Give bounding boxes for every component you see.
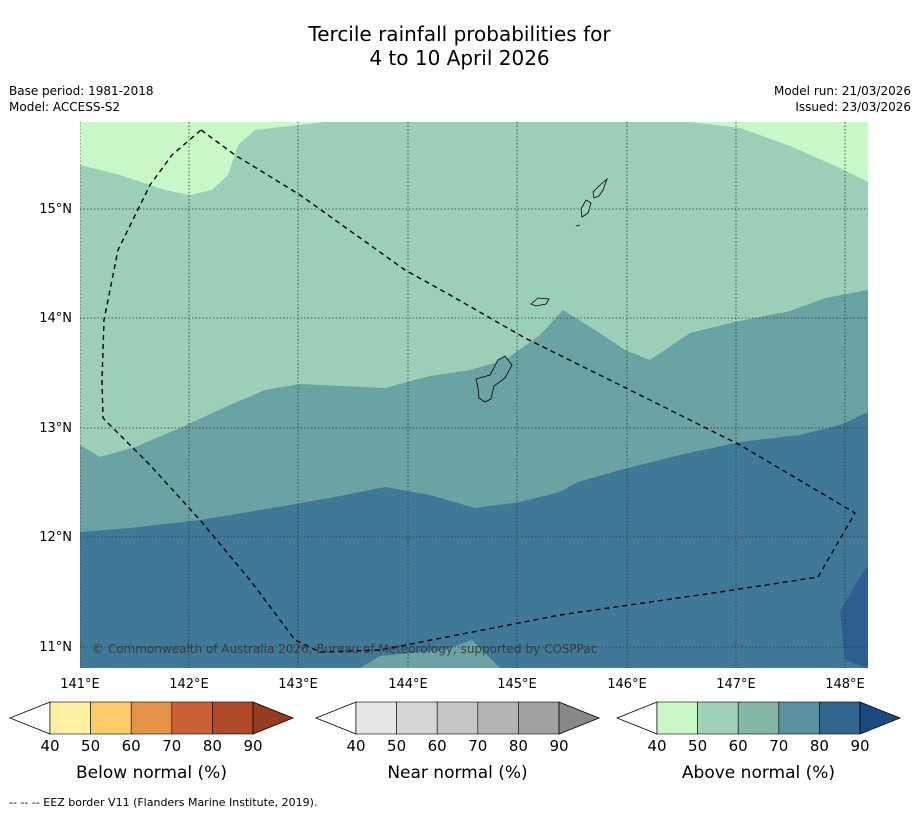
lon-label-147: 147°E [716,677,756,692]
lon-label-144: 144°E [388,677,428,692]
base-period-text: Base period: 1981-2018 [9,84,154,98]
island-guam [475,355,513,403]
colorbar-tick-50: 50 [81,737,100,755]
zone-above-80-90 [840,565,868,668]
colorbar-tick-90: 90 [549,737,568,755]
colorbar-extend-low [8,701,51,735]
colorbar-extend-low [615,701,658,735]
colorbar-label: Above normal (%) [682,763,835,783]
colorbar-extend-high [859,701,902,735]
zone-above-40-50-northeast [690,122,868,182]
graticule [80,122,868,668]
colorbar-tick-70: 70 [468,737,487,755]
longitude-labels: 141°E 142°E 143°E 144°E 145°E 146°E 147°… [60,677,865,692]
meta-right: Model run: 21/03/2026 Issued: 23/03/2026 [774,83,911,115]
eez-footnote: -- -- -- EEZ border V11 (Flanders Marine… [9,796,318,809]
map-title: Tercile rainfall probabilities for 4 to … [0,22,919,70]
colorbar-tick-90: 90 [243,737,262,755]
lon-label-143: 143°E [278,677,318,692]
colorbar-tick-60: 60 [428,737,447,755]
colorbar-tick-70: 70 [162,737,181,755]
colorbar-segment-80-90 [518,701,560,735]
meta-left: Base period: 1981-2018 Model: ACCESS-S2 [9,83,154,115]
copyright-notice: © Commonwealth of Australia 2026, Bureau… [92,642,597,656]
lon-label-145: 145°E [497,677,537,692]
lat-label-12: 12°N [39,530,72,545]
colorbar-tick-40: 40 [647,737,666,755]
colorbar-tick-80: 80 [509,737,528,755]
colorbar-extend-high [252,701,295,735]
colorbar-tick-60: 60 [729,737,748,755]
lat-label-11: 11°N [39,640,72,655]
colorbar-tick-60: 60 [122,737,141,755]
lat-label-14: 14°N [39,311,72,326]
title-line-1: Tercile rainfall probabilities for [308,22,611,46]
island-tinian [580,199,592,218]
island-saipan [592,177,608,199]
colorbar-segment-40-50 [355,701,397,735]
lat-label-13: 13°N [39,421,72,436]
lon-label-142: 142°E [169,677,209,692]
colorbar-segment-60-70 [436,701,479,735]
lon-label-146: 146°E [607,677,647,692]
colorbar-segment-60-70 [737,701,780,735]
colorbar-extend-low [314,701,357,735]
colorbar-segment-50-60 [90,701,132,735]
colorbar-segment-40-50 [49,701,91,735]
colorbar-tick-80: 80 [810,737,829,755]
colorbar-segment-50-60 [697,701,739,735]
island-aguijan [575,224,581,227]
issued-text: Issued: 23/03/2026 [795,100,911,114]
colorbar-segment-50-60 [396,701,438,735]
colorbar-label: Near normal (%) [387,763,527,783]
colorbar-tick-80: 80 [203,737,222,755]
colorbar-tick-40: 40 [40,737,59,755]
model-text: Model: ACCESS-S2 [9,100,121,114]
colorbar-tick-40: 40 [346,737,365,755]
colorbar-near-normal: 40 50 60 70 80 90 Near normal (%) [314,701,601,783]
colorbars: 40 50 60 70 80 90 Below normal (%) 40 50 60 70 80 90… [8,701,902,783]
probability-field [80,122,868,668]
colorbar-segment-70-80 [171,701,213,735]
colorbar-label: Below normal (%) [76,763,227,783]
colorbar-above-normal: 40 50 60 70 80 90 Above normal (%) [615,701,902,783]
colorbar-segment-80-90 [819,701,861,735]
latitude-labels: 15°N 14°N 13°N 12°N 11°N [39,202,72,655]
colorbar-segment-40-50 [656,701,698,735]
colorbar-segment-70-80 [477,701,519,735]
colorbar-extend-high [558,701,601,735]
zone-above-70-80 [80,412,868,668]
colorbar-tick-70: 70 [769,737,788,755]
colorbar-segment-60-70 [130,701,173,735]
title-line-2: 4 to 10 April 2026 [369,46,550,70]
colorbar-tick-50: 50 [387,737,406,755]
zone-above-40-50-northwest [80,122,325,195]
islands [475,177,608,403]
eez-border [101,129,856,653]
colorbar-tick-90: 90 [850,737,869,755]
lon-label-148: 148°E [825,677,865,692]
colorbar-segment-80-90 [212,701,254,735]
colorbar-segment-70-80 [778,701,820,735]
lon-label-141: 141°E [60,677,100,692]
model-run-text: Model run: 21/03/2026 [773,84,911,98]
colorbar-below-normal: 40 50 60 70 80 90 Below normal (%) [8,701,295,783]
island-rota [530,297,550,307]
colorbar-tick-50: 50 [688,737,707,755]
lat-label-15: 15°N [39,202,72,217]
